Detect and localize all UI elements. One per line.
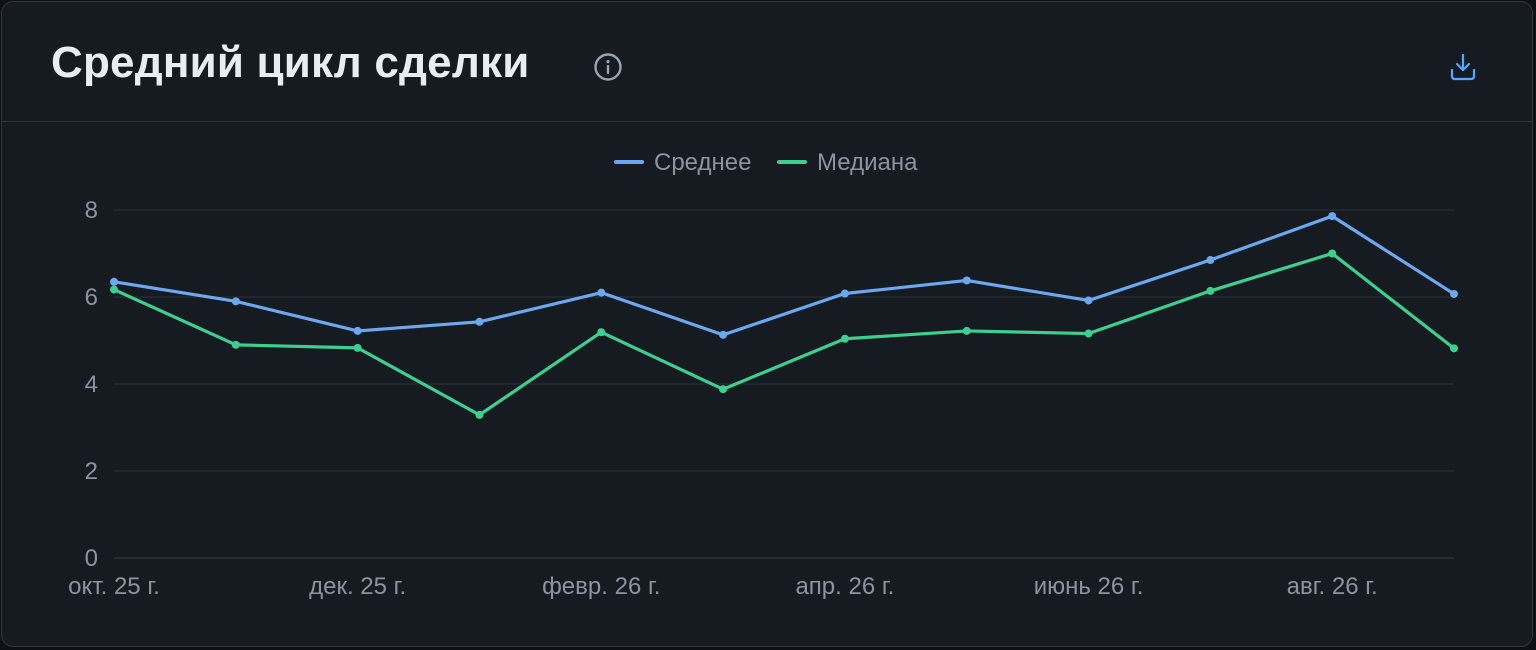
data-point[interactable] <box>353 343 362 352</box>
data-point[interactable] <box>1450 344 1458 353</box>
legend[interactable]: Среднее Медиана <box>614 149 918 176</box>
y-tick-label: 0 <box>85 545 98 572</box>
data-point[interactable] <box>840 289 849 298</box>
data-point[interactable] <box>597 288 606 297</box>
data-point[interactable] <box>719 385 728 394</box>
legend-item-1[interactable]: Медиана <box>777 149 918 176</box>
data-point[interactable] <box>1084 296 1093 305</box>
data-point[interactable] <box>840 334 849 343</box>
x-tick-label: апр. 26 г. <box>795 573 894 600</box>
legend-item-0[interactable]: Среднее <box>614 149 751 176</box>
download-icon[interactable] <box>1447 51 1479 83</box>
y-tick-label: 4 <box>85 371 98 398</box>
x-axis-ticks: окт. 25 г. дек. 25 г. февр. 26 г. апр. 26 г… <box>68 573 1378 600</box>
data-point[interactable] <box>962 326 971 335</box>
data-point[interactable] <box>110 285 118 294</box>
data-point[interactable] <box>475 410 484 419</box>
data-point[interactable] <box>231 297 240 306</box>
series-0 <box>110 212 1458 339</box>
x-tick-label: окт. 25 г. <box>68 573 160 600</box>
y-axis-ticks: 0 2 4 6 8 <box>85 197 98 572</box>
data-point[interactable] <box>475 317 484 326</box>
legend-label: Медиана <box>817 149 918 176</box>
data-point[interactable] <box>110 277 118 286</box>
x-tick-label: февр. 26 г. <box>542 573 660 600</box>
series-lines <box>110 212 1458 419</box>
x-tick-label: авг. 26 г. <box>1287 573 1378 600</box>
chart-title: Средний цикл сделки <box>51 38 530 87</box>
data-point[interactable] <box>1084 329 1093 338</box>
series-1 <box>110 249 1458 419</box>
data-point[interactable] <box>1206 256 1215 265</box>
legend-label: Среднее <box>654 149 751 176</box>
card-header: Средний цикл сделки <box>2 2 1532 122</box>
data-point[interactable] <box>719 330 728 339</box>
data-point[interactable] <box>962 276 971 285</box>
data-point[interactable] <box>1450 289 1458 298</box>
data-point[interactable] <box>1206 286 1215 295</box>
data-point[interactable] <box>1328 249 1337 258</box>
grid-lines <box>114 209 1454 559</box>
x-tick-label: июнь 26 г. <box>1034 573 1144 600</box>
data-point[interactable] <box>231 340 240 349</box>
y-tick-label: 2 <box>85 458 98 485</box>
y-tick-label: 8 <box>85 197 98 224</box>
info-icon[interactable] <box>593 52 623 82</box>
data-point[interactable] <box>1328 212 1337 221</box>
series-line <box>112 251 1456 417</box>
data-point[interactable] <box>353 326 362 335</box>
series-line <box>112 214 1456 337</box>
data-point[interactable] <box>597 328 606 337</box>
y-tick-label: 6 <box>85 284 98 311</box>
x-tick-label: дек. 25 г. <box>309 573 406 600</box>
